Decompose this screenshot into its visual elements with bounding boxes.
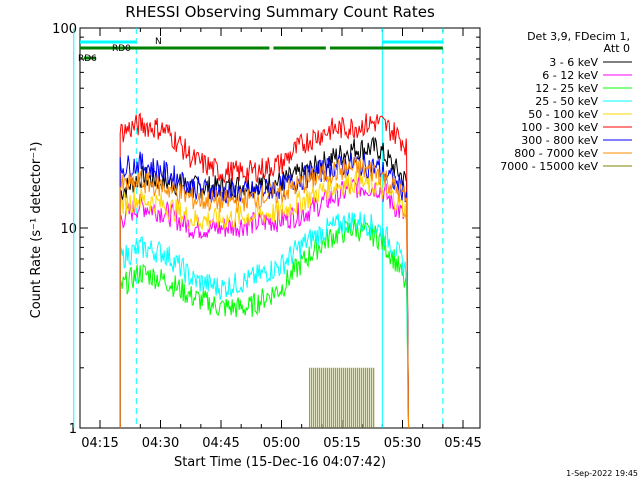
y-axis-label: Count Rate (s⁻¹ detector⁻¹) <box>29 142 44 319</box>
series-line <box>119 211 410 429</box>
flag-label: N <box>155 37 162 47</box>
x-tick-label: 04:30 <box>142 436 179 451</box>
x-tick-label: 05:45 <box>444 436 481 451</box>
x-tick-label: 04:45 <box>202 436 239 451</box>
series-line <box>309 367 375 428</box>
legend-entry: 25 - 50 keV <box>535 95 598 108</box>
flag-label: RD0 <box>112 44 131 54</box>
legend-entry: 800 - 7000 keV <box>514 147 598 160</box>
series-line <box>119 112 410 429</box>
plot-frame <box>79 27 481 429</box>
legend-entry: 50 - 100 keV <box>528 108 598 121</box>
legend-entry: 6 - 12 keV <box>542 69 598 82</box>
chart-title: RHESSI Observing Summary Count Rates <box>125 3 435 21</box>
legend-title: Det 3,9, FDecim 1, <box>527 30 630 43</box>
x-tick-label: 05:15 <box>323 436 360 451</box>
legend-entry: 7000 - 15000 keV <box>500 160 598 173</box>
timestamp: 1-Sep-2022 19:45 <box>566 469 638 478</box>
legend-entry: 3 - 6 keV <box>549 56 598 69</box>
series-line <box>119 170 410 429</box>
series-line <box>119 156 410 429</box>
y-tick-label: 10 <box>60 222 77 237</box>
x-tick-label: 05:00 <box>263 436 300 451</box>
y-tick-label: 100 <box>52 22 77 37</box>
legend-entry: 300 - 800 keV <box>521 134 598 147</box>
x-tick-label: 05:30 <box>384 436 421 451</box>
legend-entry: 100 - 300 keV <box>521 121 598 134</box>
flag-label: RD6 <box>78 54 97 64</box>
x-tick-label: 04:15 <box>81 436 118 451</box>
series-line <box>119 218 410 429</box>
x-axis-label: Start Time (15-Dec-16 04:07:42) <box>174 455 386 470</box>
legend-entry: 12 - 25 keV <box>535 82 598 95</box>
y-tick-label: 1 <box>69 422 77 437</box>
legend-title: Att 0 <box>604 42 630 55</box>
